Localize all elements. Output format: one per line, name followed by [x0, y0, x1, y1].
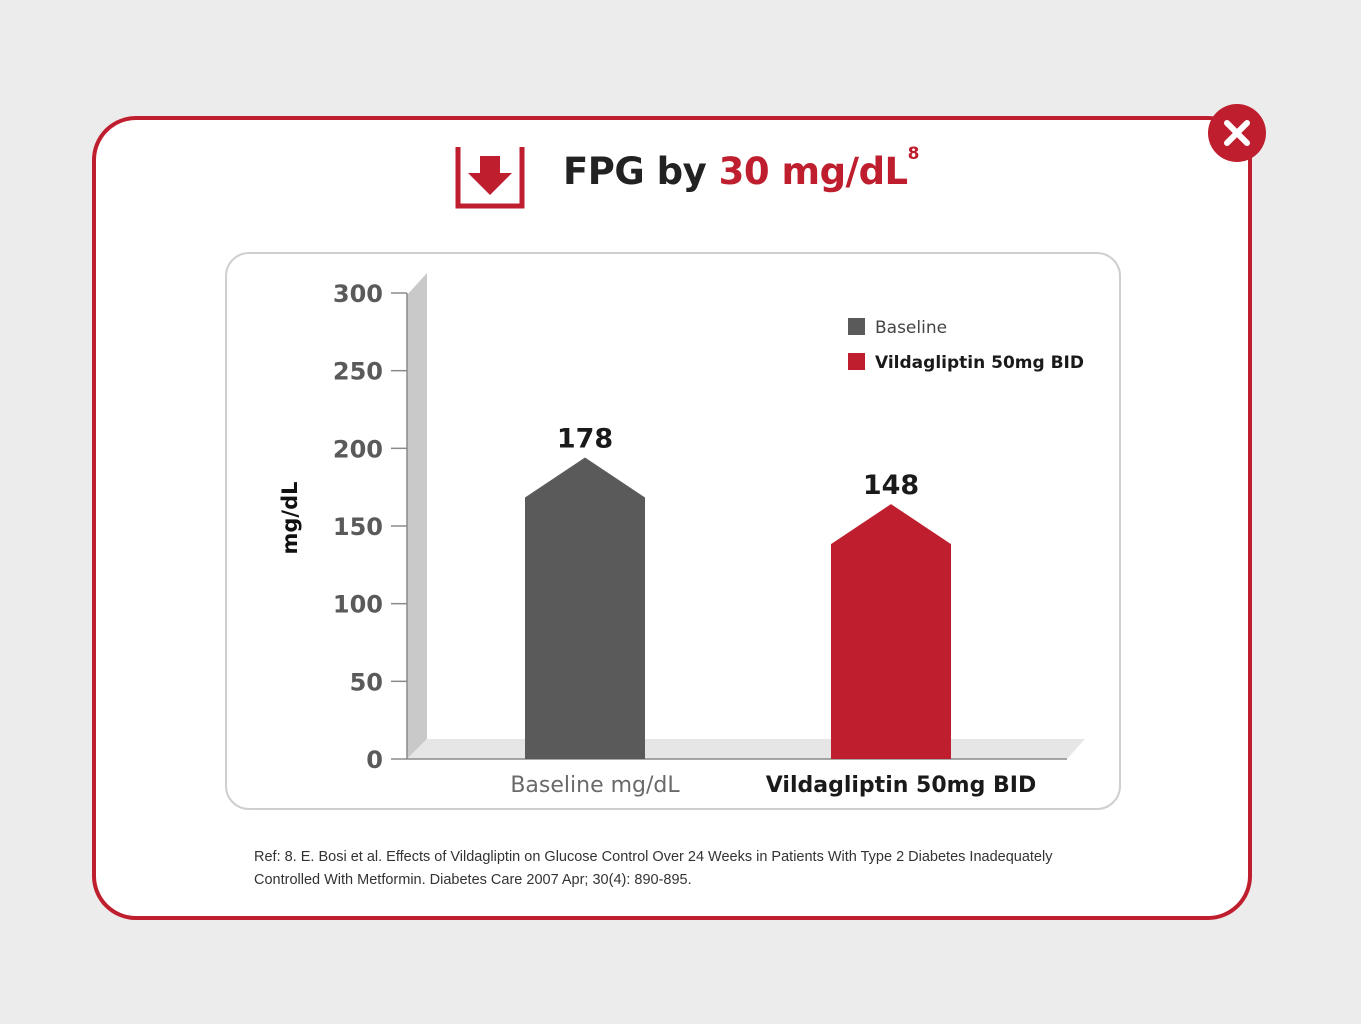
y-tick-label: 250 [333, 358, 383, 386]
y-tick-label: 150 [333, 513, 383, 541]
close-button[interactable] [1208, 104, 1266, 162]
y-tick-label: 50 [350, 668, 383, 696]
title-accent: 30 mg/dL [718, 150, 909, 193]
chart-floor [407, 739, 1085, 759]
close-icon [1224, 120, 1250, 146]
bar-chart: 0 50 100 150 200 250 300 mg/dL 178 Baseline mg/dL… [278, 273, 1085, 798]
bar [831, 504, 951, 759]
y-tick-label: 300 [333, 280, 383, 308]
legend-swatch [848, 318, 865, 335]
title-superscript: 8 [907, 144, 920, 164]
x-tick-label: Vildagliptin 50mg BID [766, 773, 1036, 798]
chart-back-wall [407, 273, 427, 759]
bar-value-label: 178 [557, 424, 613, 455]
title-prefix: FPG by [563, 150, 719, 193]
x-tick-label: Baseline mg/dL [510, 773, 680, 798]
legend-swatch [848, 353, 865, 370]
y-tick-label: 0 [366, 746, 383, 774]
bar-value-label: 148 [863, 470, 919, 501]
dialog-title: FPG by 30 mg/dL8 [563, 144, 920, 193]
y-tick-label: 200 [333, 435, 383, 463]
y-axis-label: mg/dL [278, 482, 302, 555]
reference-text: Ref: 8. E. Bosi et al. Effects of Vildag… [254, 849, 1053, 888]
chart-card: 0 50 100 150 200 250 300 mg/dL 178 Baseline mg/dL… [225, 252, 1121, 810]
y-tick-label: 100 [333, 591, 383, 619]
down-arrow-box-icon [455, 147, 525, 209]
legend-label: Baseline [875, 318, 947, 338]
legend-label: Vildagliptin 50mg BID [875, 353, 1084, 373]
bar [525, 457, 645, 759]
